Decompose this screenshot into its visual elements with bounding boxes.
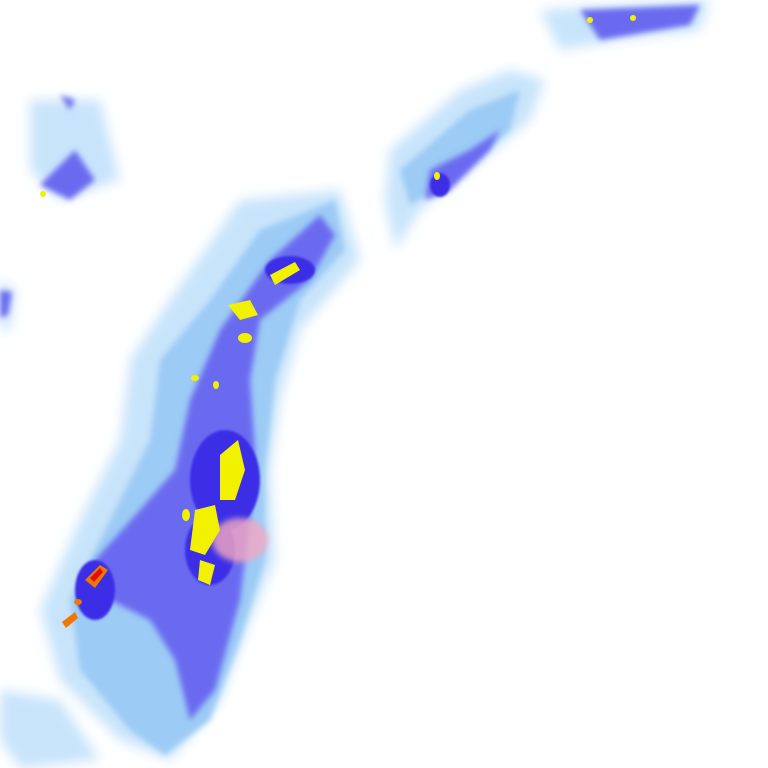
precip-intense-layer (62, 565, 108, 628)
precip-mixed-layer (212, 518, 268, 562)
precip-very-heavy-layer (40, 15, 636, 585)
